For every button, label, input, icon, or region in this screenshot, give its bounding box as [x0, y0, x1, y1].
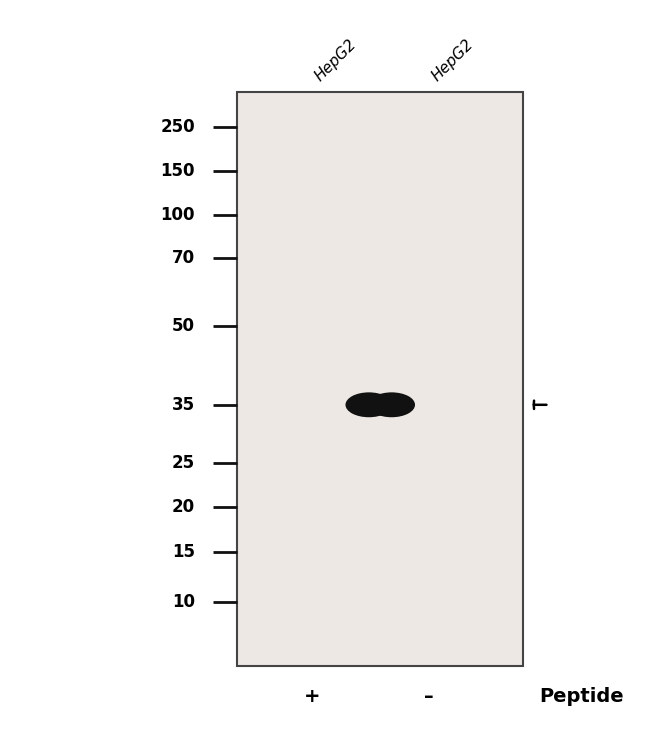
Ellipse shape [346, 392, 392, 417]
Text: 20: 20 [172, 498, 195, 516]
Text: HepG2: HepG2 [312, 37, 359, 84]
Text: –: – [424, 687, 434, 706]
Text: 70: 70 [172, 249, 195, 266]
Text: 150: 150 [161, 163, 195, 180]
Text: HepG2: HepG2 [429, 37, 476, 84]
Text: 15: 15 [172, 543, 195, 561]
Text: 35: 35 [172, 396, 195, 414]
Text: 25: 25 [172, 454, 195, 471]
Text: Peptide: Peptide [540, 687, 624, 706]
Bar [237, 92, 523, 666]
Text: 50: 50 [172, 317, 195, 335]
Text: 10: 10 [172, 594, 195, 611]
Text: 250: 250 [161, 119, 195, 136]
Text: +: + [304, 687, 320, 706]
Text: 100: 100 [161, 206, 195, 224]
Ellipse shape [368, 392, 415, 417]
